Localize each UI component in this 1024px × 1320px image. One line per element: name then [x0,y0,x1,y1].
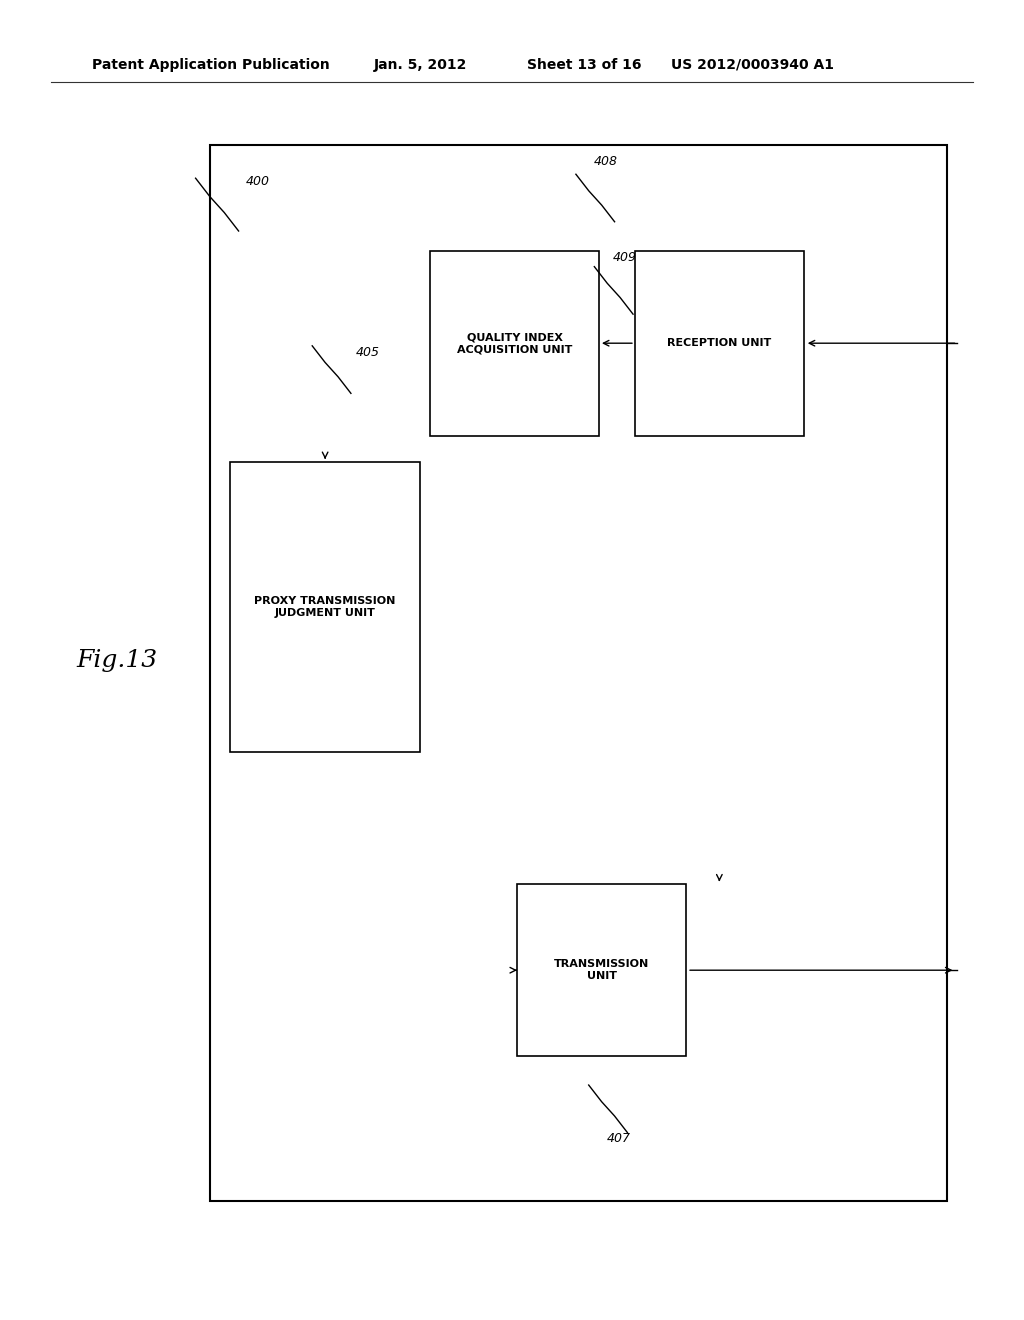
Text: 400: 400 [246,174,269,187]
Text: 405: 405 [356,346,380,359]
Text: QUALITY INDEX
ACQUISITION UNIT: QUALITY INDEX ACQUISITION UNIT [457,333,572,354]
Bar [230,462,420,752]
Text: TRANSMISSION
UNIT: TRANSMISSION UNIT [554,960,649,981]
Text: Sheet 13 of 16: Sheet 13 of 16 [527,58,642,71]
Text: 409: 409 [612,251,636,264]
Text: Fig.13: Fig.13 [77,648,158,672]
Text: US 2012/0003940 A1: US 2012/0003940 A1 [671,58,834,71]
Text: 408: 408 [594,154,617,168]
Bar [635,251,804,436]
Text: 407: 407 [606,1131,631,1144]
Text: Patent Application Publication: Patent Application Publication [92,58,330,71]
Bar [430,251,599,436]
Text: RECEPTION UNIT: RECEPTION UNIT [668,338,771,348]
Bar [517,884,686,1056]
Text: PROXY TRANSMISSION
JUDGMENT UNIT: PROXY TRANSMISSION JUDGMENT UNIT [254,597,396,618]
Text: Jan. 5, 2012: Jan. 5, 2012 [374,58,467,71]
Bar [210,145,947,1201]
